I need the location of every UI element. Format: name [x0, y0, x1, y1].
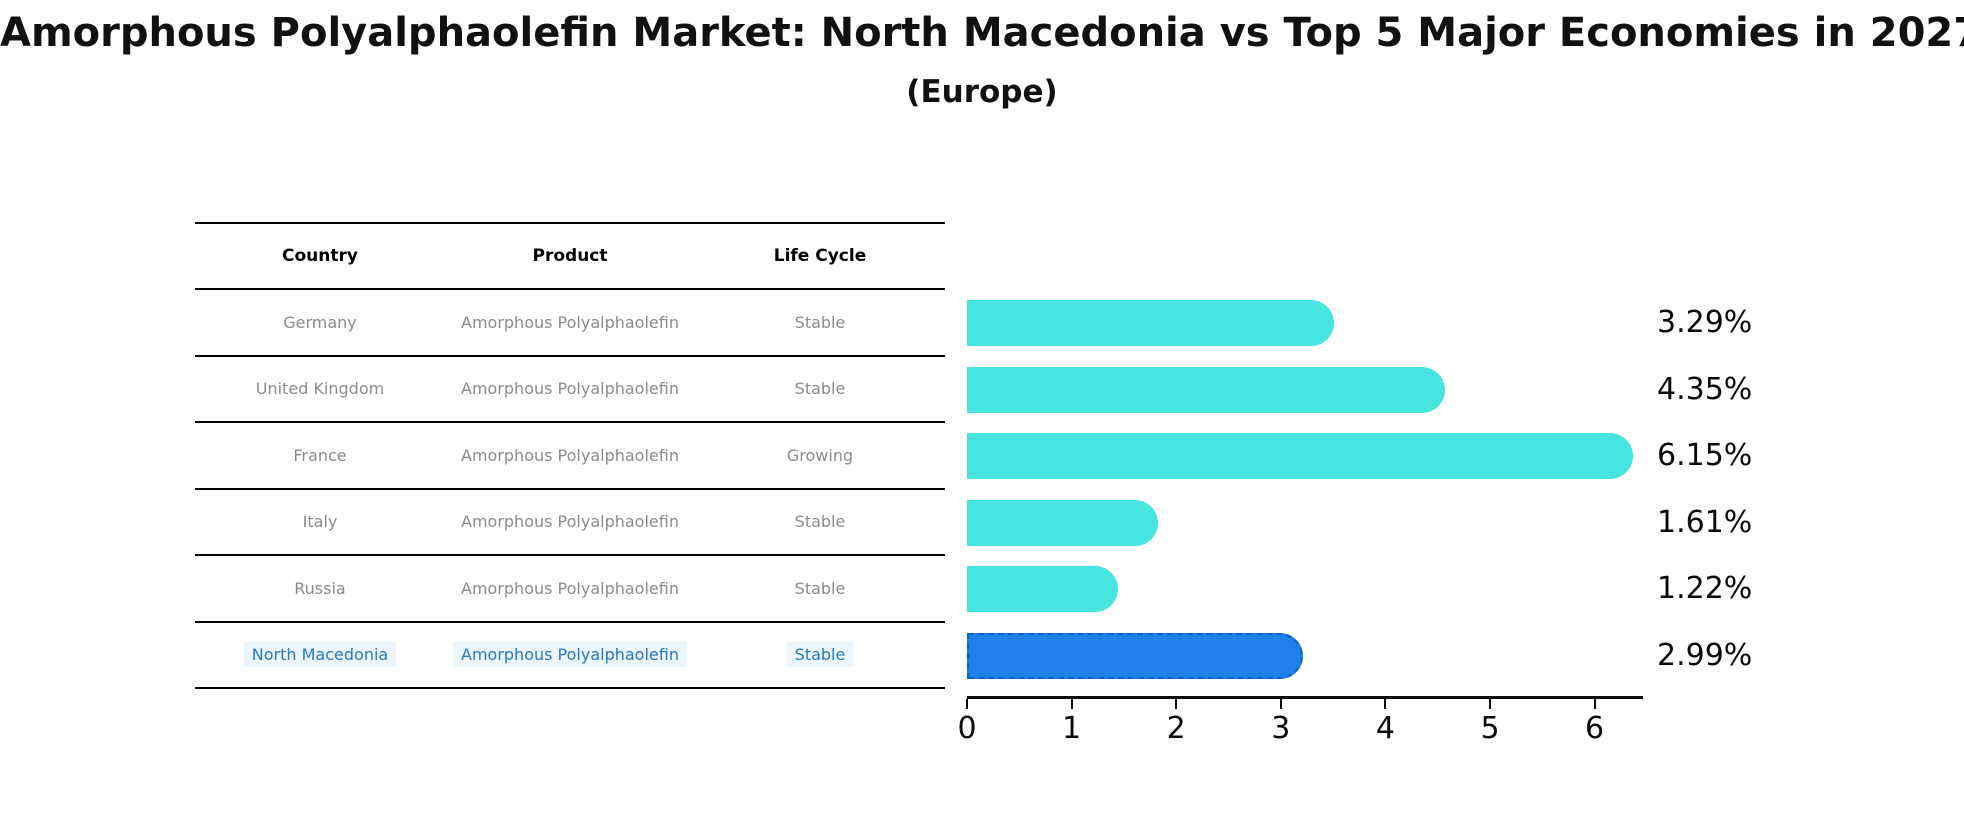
- cell-product: Amorphous Polyalphaolefin: [445, 379, 695, 398]
- col-header-life-cycle: Life Cycle: [773, 246, 867, 266]
- bar-value-label-russia: 1.22%: [1657, 571, 1753, 606]
- cell-product: Amorphous Polyalphaolefin: [445, 446, 695, 465]
- cell-life-cycle: Stable: [695, 379, 945, 398]
- chart-subtitle: (Europe): [906, 74, 1058, 110]
- cell-life-cycle: Stable: [695, 642, 945, 668]
- x-tick-0: [966, 699, 968, 709]
- cell-text: North Macedonia: [243, 642, 397, 668]
- cell-text: Germany: [283, 312, 357, 332]
- x-tick-label-0: 0: [957, 711, 977, 746]
- x-tick-2: [1175, 699, 1178, 709]
- cell-product: Amorphous Polyalphaolefin: [445, 579, 695, 598]
- bar-france: [967, 433, 1633, 479]
- bar-value-label-italy: 1.61%: [1657, 504, 1753, 540]
- x-axis-line: [967, 696, 1643, 699]
- x-tick-label-4: 4: [1375, 711, 1395, 746]
- cell-text: Amorphous Polyalphaolefin: [461, 445, 679, 465]
- cell-life-cycle: Stable: [695, 512, 945, 531]
- cell-life-cycle: Stable: [695, 579, 945, 598]
- cell-product: Amorphous Polyalphaolefin: [445, 313, 695, 332]
- bar-north-macedonia: [967, 632, 1303, 679]
- col-header-country: Country: [282, 246, 358, 266]
- cell-text: Italy: [302, 512, 338, 532]
- cell-text: Stable: [794, 312, 846, 332]
- x-tick-5: [1489, 699, 1491, 709]
- cell-product: Amorphous Polyalphaolefin: [445, 512, 695, 531]
- cell-text: Amorphous Polyalphaolefin: [461, 512, 679, 532]
- bar-germany: [967, 300, 1334, 346]
- cell-text: Stable: [794, 512, 846, 532]
- bar-russia: [967, 566, 1118, 612]
- cell-country: Italy: [195, 512, 445, 531]
- table-row-france: France Amorphous Polyalphaolefin Growing: [195, 423, 945, 490]
- cell-text: Growing: [786, 445, 854, 465]
- chart-title: Amorphous Polyalphaolefin Market: North …: [0, 10, 1964, 56]
- table-row-north-macedonia: North Macedonia Amorphous Polyalphaolefin…: [195, 623, 945, 689]
- x-tick-4: [1384, 699, 1387, 709]
- col-header-product: Product: [532, 246, 608, 266]
- x-tick-6: [1593, 699, 1596, 709]
- cell-life-cycle: Growing: [695, 446, 945, 465]
- cell-text: Amorphous Polyalphaolefin: [453, 642, 687, 668]
- bar-value-label-united-kingdom: 4.35%: [1657, 371, 1753, 407]
- bar-value-label-germany: 3.29%: [1657, 305, 1753, 340]
- cell-country: Russia: [195, 579, 445, 598]
- bar-value-label-north-macedonia: 2.99%: [1657, 637, 1753, 673]
- cell-text: United Kingdom: [255, 379, 385, 399]
- cell-country: North Macedonia: [195, 642, 445, 668]
- cell-text: Stable: [786, 642, 854, 668]
- cell-text: Amorphous Polyalphaolefin: [461, 379, 679, 399]
- table-row-russia: Russia Amorphous Polyalphaolefin Stable: [195, 556, 945, 623]
- cell-text: Russia: [294, 578, 346, 598]
- bar-italy: [967, 499, 1158, 546]
- cell-life-cycle: Stable: [695, 313, 945, 332]
- bar-value-label-france: 6.15%: [1657, 438, 1753, 473]
- cell-product: Amorphous Polyalphaolefin: [445, 642, 695, 668]
- country-table: Country Product Life Cycle Germany Amorph…: [195, 222, 945, 689]
- table-body: Germany Amorphous Polyalphaolefin Stable Un…: [195, 290, 945, 689]
- cell-country: United Kingdom: [195, 379, 445, 398]
- x-tick-label-2: 2: [1166, 711, 1186, 746]
- table-row-germany: Germany Amorphous Polyalphaolefin Stable: [195, 290, 945, 357]
- cell-country: Germany: [195, 313, 445, 332]
- cell-country: France: [195, 446, 445, 465]
- x-tick-label-1: 1: [1062, 711, 1082, 746]
- cell-text: Amorphous Polyalphaolefin: [461, 578, 679, 598]
- cell-text: Stable: [794, 578, 846, 598]
- x-tick-label-3: 3: [1271, 711, 1291, 746]
- table-row-italy: Italy Amorphous Polyalphaolefin Stable: [195, 490, 945, 556]
- bar-united-kingdom: [967, 366, 1445, 413]
- cell-text: Stable: [794, 379, 846, 399]
- cell-text: France: [293, 445, 347, 465]
- x-tick-label-6: 6: [1585, 711, 1605, 746]
- x-tick-3: [1279, 699, 1282, 709]
- table-row-united-kingdom: United Kingdom Amorphous Polyalphaolefin S…: [195, 357, 945, 423]
- cell-text: Amorphous Polyalphaolefin: [461, 312, 679, 332]
- table-header-row: Country Product Life Cycle: [195, 224, 945, 290]
- x-tick-1: [1070, 699, 1073, 709]
- x-tick-label-5: 5: [1480, 711, 1500, 746]
